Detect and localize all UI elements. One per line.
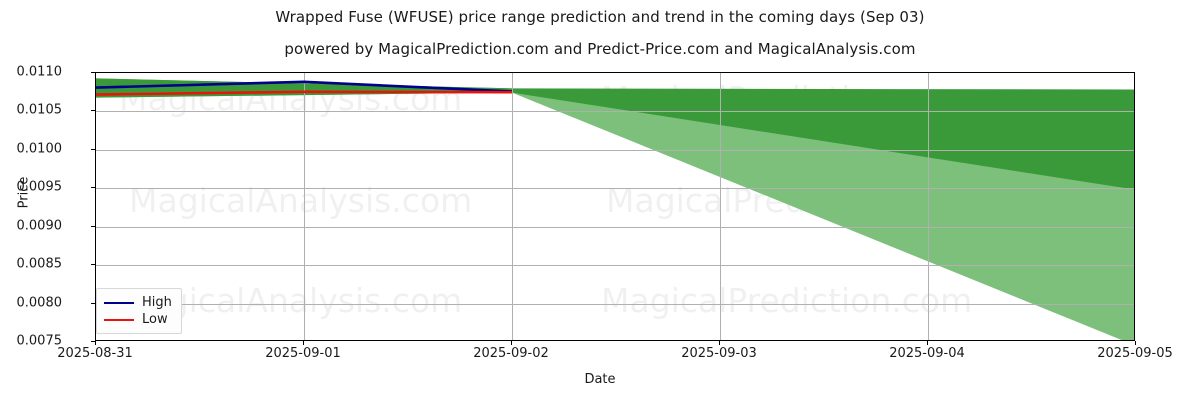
legend-swatch-low xyxy=(104,318,134,321)
x-axis-tick-mark xyxy=(511,341,512,345)
y-axis-tick-label: 0.0085 xyxy=(16,256,63,272)
series-lines xyxy=(96,80,513,96)
y-axis-tick-mark xyxy=(91,341,95,342)
vertical-gridline xyxy=(720,73,721,340)
y-axis-tick-label: 0.0110 xyxy=(16,64,63,80)
y-axis-tick-label: 0.0075 xyxy=(16,333,63,349)
chart-title: Wrapped Fuse (WFUSE) price range predict… xyxy=(275,8,925,26)
y-axis-tick-label: 0.0100 xyxy=(16,141,63,157)
y-axis-tick-label: 0.0105 xyxy=(16,102,63,118)
x-axis-tick-mark xyxy=(303,341,304,345)
vertical-gridline xyxy=(304,73,305,340)
x-axis-label: Date xyxy=(584,372,616,387)
y-axis-tick-label: 0.0090 xyxy=(16,218,63,234)
series-line-low xyxy=(96,90,513,96)
x-axis-tick-label: 2025-09-01 xyxy=(265,346,341,361)
y-axis-tick-mark xyxy=(91,148,95,150)
horizontal-gridline xyxy=(96,188,1134,190)
prediction-bands xyxy=(96,78,1134,340)
x-axis-tick-mark xyxy=(1135,341,1136,345)
horizontal-gridline xyxy=(96,226,1134,228)
y-axis-tick-label: 0.0095 xyxy=(16,179,63,195)
vertical-gridline xyxy=(512,73,513,340)
x-axis-tick-mark xyxy=(927,341,928,345)
prediction-band-dark xyxy=(96,78,1134,190)
legend-item-high[interactable]: High xyxy=(104,294,172,311)
legend-label-low: Low xyxy=(142,312,168,327)
x-axis-tick-label: 2025-09-03 xyxy=(681,346,757,361)
chart-legend[interactable]: High Low xyxy=(96,288,182,334)
y-axis-tick-mark xyxy=(91,187,95,189)
y-axis-tick-mark xyxy=(91,225,95,227)
horizontal-gridline xyxy=(96,303,1134,305)
x-axis-tick-mark xyxy=(719,341,720,345)
y-axis-tick-mark xyxy=(91,72,95,73)
y-axis-tick-mark xyxy=(91,302,95,304)
y-axis-tick-mark xyxy=(91,264,95,266)
legend-item-low[interactable]: Low xyxy=(104,311,172,328)
x-axis-tick-mark xyxy=(95,341,96,345)
horizontal-gridline xyxy=(96,265,1134,267)
x-axis-tick-label: 2025-09-02 xyxy=(473,346,549,361)
y-axis-tick-label: 0.0080 xyxy=(16,295,63,311)
vertical-gridline xyxy=(928,73,929,340)
x-axis-tick-label: 2025-09-05 xyxy=(1097,346,1173,361)
horizontal-gridline xyxy=(96,111,1134,113)
chart-subtitle: powered by MagicalPrediction.com and Pre… xyxy=(284,40,916,58)
horizontal-gridline xyxy=(96,149,1134,151)
x-axis-tick-label: 2025-08-31 xyxy=(57,346,133,361)
plot-area: MagicalAnalysis.comMagicalPrediction.com… xyxy=(95,72,1135,341)
y-axis-tick-mark xyxy=(91,110,95,112)
x-axis-tick-label: 2025-09-04 xyxy=(889,346,965,361)
series-line-high xyxy=(96,80,513,93)
legend-label-high: High xyxy=(142,295,172,310)
legend-swatch-high xyxy=(104,301,134,304)
prediction-band-light xyxy=(96,78,1134,340)
